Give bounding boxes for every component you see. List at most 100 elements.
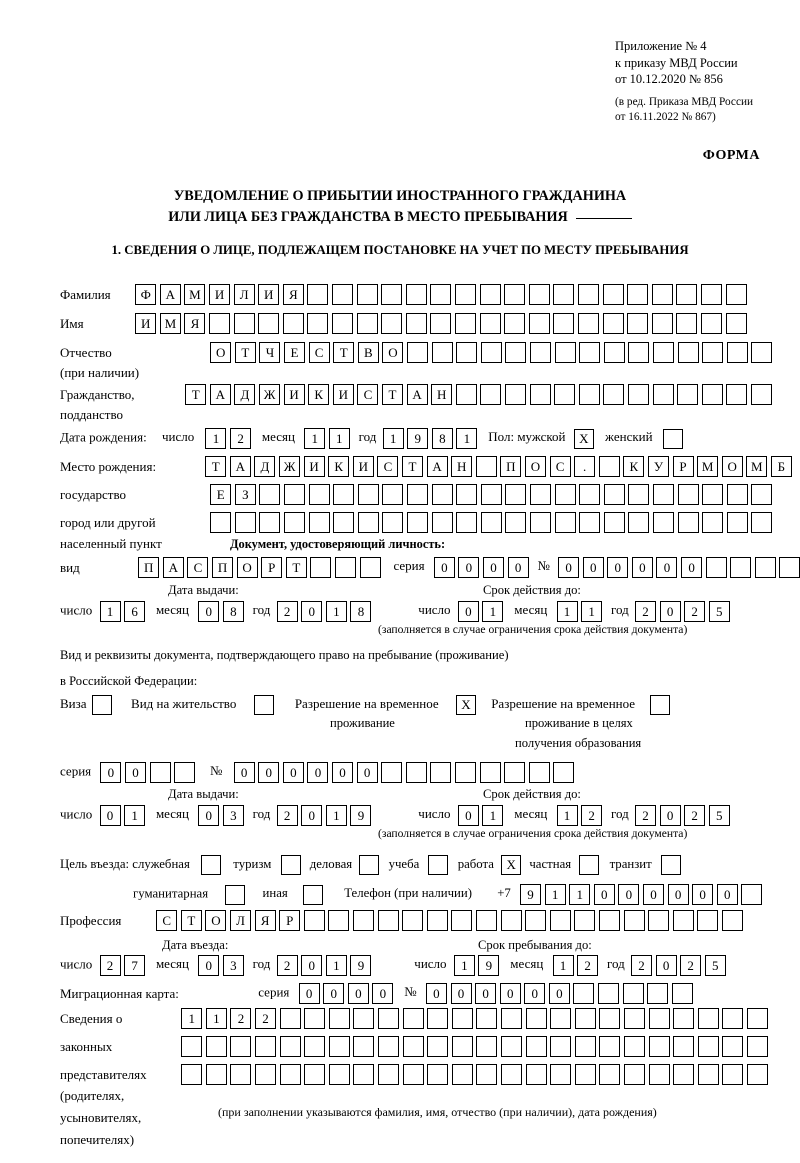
char-cell[interactable] (726, 342, 748, 363)
legal-rep-cells-2[interactable] (181, 1036, 771, 1057)
char-cell[interactable] (574, 1008, 596, 1029)
char-cell[interactable]: 0 (457, 805, 479, 826)
char-cell[interactable] (553, 313, 575, 334)
char-cell[interactable] (500, 1064, 522, 1085)
char-cell[interactable]: 2 (634, 805, 656, 826)
char-cell[interactable]: С (549, 456, 571, 477)
char-cell[interactable]: 1 (482, 805, 504, 826)
char-cell[interactable] (623, 1036, 645, 1057)
char-cell[interactable] (550, 1008, 572, 1029)
char-cell[interactable]: 0 (450, 983, 472, 1004)
char-cell[interactable]: Т (205, 456, 227, 477)
char-cell[interactable]: Ф (135, 284, 157, 305)
char-cell[interactable]: 0 (372, 983, 394, 1004)
char-cell[interactable] (623, 1064, 645, 1085)
char-cell[interactable] (525, 1036, 547, 1057)
char-cell[interactable]: 0 (507, 557, 529, 578)
char-cell[interactable]: . (574, 456, 596, 477)
legal-rep-cells-3[interactable] (181, 1064, 771, 1085)
char-cell[interactable] (303, 910, 325, 931)
char-cell[interactable]: Б (770, 456, 792, 477)
char-cell[interactable] (702, 512, 724, 533)
char-cell[interactable] (456, 342, 478, 363)
char-cell[interactable]: 5 (708, 805, 730, 826)
char-cell[interactable]: О (205, 910, 227, 931)
char-cell[interactable]: О (210, 342, 232, 363)
char-cell[interactable]: 1 (456, 428, 478, 449)
char-cell[interactable]: Т (285, 557, 307, 578)
char-cell[interactable]: 0 (282, 762, 304, 783)
char-cell[interactable]: 2 (684, 601, 706, 622)
char-cell[interactable]: 1 (205, 428, 227, 449)
char-cell[interactable] (574, 1036, 596, 1057)
char-cell[interactable]: 0 (524, 983, 546, 1004)
char-cell[interactable]: Т (402, 456, 423, 477)
char-cell[interactable] (427, 1064, 449, 1085)
char-cell[interactable] (407, 342, 428, 363)
char-cell[interactable] (652, 342, 674, 363)
char-cell[interactable]: 0 (558, 557, 580, 578)
char-cell[interactable]: 2 (276, 955, 298, 976)
char-cell[interactable] (255, 1064, 277, 1085)
sex-male-checkbox[interactable]: X (573, 428, 594, 449)
char-cell[interactable] (479, 313, 501, 334)
char-cell[interactable] (673, 1008, 695, 1029)
char-cell[interactable]: 1 (556, 805, 578, 826)
char-cell[interactable] (702, 342, 724, 363)
char-cell[interactable]: М (697, 456, 719, 477)
char-cell[interactable] (525, 1064, 547, 1085)
char-cell[interactable]: 1 (325, 955, 347, 976)
char-cell[interactable]: 0 (100, 762, 122, 783)
char-cell[interactable] (353, 1008, 375, 1029)
char-cell[interactable] (623, 910, 645, 931)
char-cell[interactable] (259, 484, 281, 505)
char-cell[interactable] (579, 512, 601, 533)
visa-checkbox[interactable] (91, 695, 112, 715)
char-cell[interactable]: А (229, 456, 251, 477)
char-cell[interactable] (754, 557, 776, 578)
char-cell[interactable] (356, 313, 378, 334)
char-cell[interactable] (554, 384, 576, 405)
char-cell[interactable]: 1 (382, 428, 404, 449)
temp-residence-checkbox[interactable]: X (455, 695, 476, 715)
char-cell[interactable] (209, 313, 231, 334)
char-cell[interactable]: 5 (704, 955, 726, 976)
char-cell[interactable] (505, 342, 527, 363)
char-cell[interactable] (677, 512, 699, 533)
char-cell[interactable] (579, 342, 601, 363)
char-cell[interactable] (479, 762, 501, 783)
char-cell[interactable] (504, 313, 526, 334)
char-cell[interactable] (701, 384, 723, 405)
char-cell[interactable] (623, 1008, 645, 1029)
char-cell[interactable] (651, 284, 673, 305)
char-cell[interactable] (405, 313, 427, 334)
char-cell[interactable]: И (332, 384, 354, 405)
char-cell[interactable] (304, 1064, 326, 1085)
purpose-official-checkbox[interactable] (201, 855, 222, 875)
char-cell[interactable]: 2 (276, 601, 298, 622)
char-cell[interactable]: П (212, 557, 234, 578)
char-cell[interactable] (553, 284, 575, 305)
char-cell[interactable]: 3 (222, 805, 244, 826)
char-cell[interactable]: Л (233, 284, 255, 305)
char-cell[interactable]: 1 (328, 428, 350, 449)
char-cell[interactable] (181, 1036, 203, 1057)
char-cell[interactable]: 1 (581, 601, 603, 622)
char-cell[interactable]: 0 (298, 983, 320, 1004)
char-cell[interactable]: 1 (304, 428, 326, 449)
char-cell[interactable]: 0 (692, 884, 714, 905)
char-cell[interactable] (603, 342, 625, 363)
char-cell[interactable]: О (382, 342, 404, 363)
char-cell[interactable] (378, 1008, 399, 1029)
char-cell[interactable] (149, 762, 171, 783)
char-cell[interactable] (677, 342, 699, 363)
char-cell[interactable]: 0 (347, 983, 369, 1004)
char-cell[interactable] (529, 342, 551, 363)
char-cell[interactable]: 2 (276, 805, 298, 826)
